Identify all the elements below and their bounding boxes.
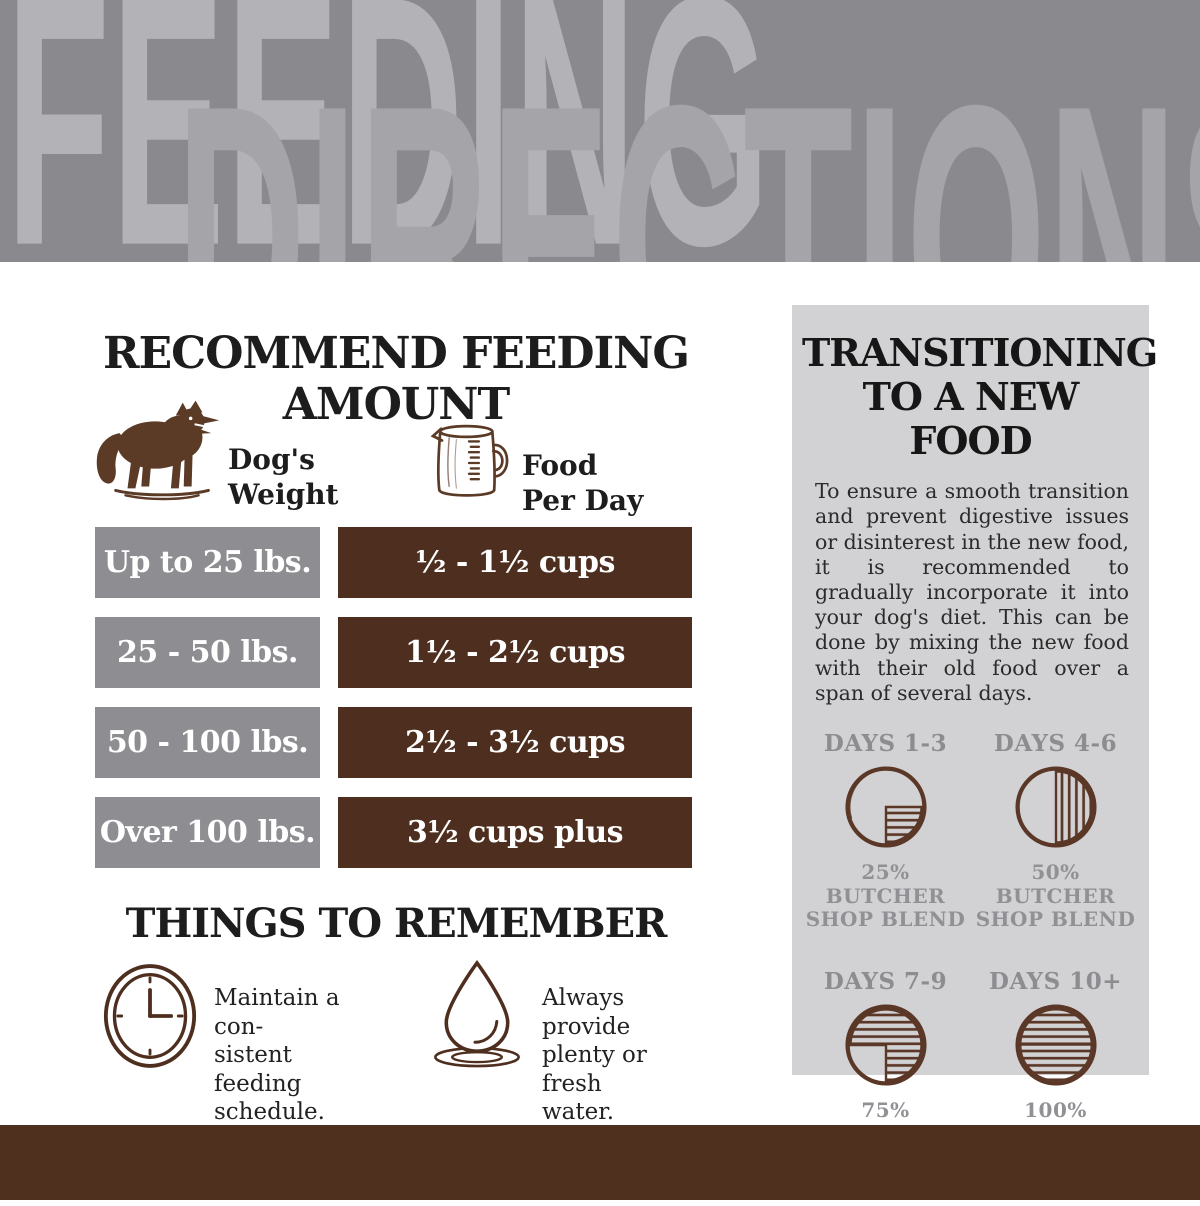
days-label: DAYS 1-3 — [823, 730, 948, 758]
feeding-table: Up to 25 lbs. ½ - 1½ cups 25 - 50 lbs. 1… — [95, 527, 692, 868]
clock-icon — [102, 962, 198, 1074]
food-column-header: Food Per Day — [522, 448, 643, 518]
remember-item-water: Always provide plenty or fresh water. — [542, 984, 692, 1127]
days-label: DAYS 7-9 — [823, 967, 948, 995]
table-cell-weight: Over 100 lbs. — [95, 797, 320, 868]
banner-word-feeding: FEEDING — [6, 0, 772, 262]
days-label: DAYS 4-6 — [993, 730, 1118, 758]
weight-header-line1: Dog's — [228, 443, 315, 476]
transitioning-title: TRANSITIONING TO A NEW FOOD — [802, 330, 1158, 464]
days-label: DAYS 10+ — [989, 967, 1122, 995]
pie-75-icon — [844, 1004, 927, 1086]
weight-header-line2: Weight — [228, 478, 339, 511]
weight-column-header: Dog's Weight — [228, 442, 338, 512]
remember-line: sistent feeding — [214, 1042, 302, 1097]
remember-line: water. — [542, 1099, 615, 1126]
table-cell-weight: 25 - 50 lbs. — [95, 617, 320, 688]
remember-line: plenty or fresh — [542, 1042, 647, 1097]
table-cell-amount: ½ - 1½ cups — [338, 527, 692, 598]
remember-line: Always provide — [542, 985, 631, 1040]
dog-icon — [90, 384, 238, 510]
transitioning-body-text: To ensure a smooth transition and preven… — [815, 479, 1129, 705]
transitioning-title-line2: TO A NEW FOOD — [862, 374, 1080, 464]
transition-step-days-4-6: DAYS 4-6 50% BUTCHER SHOP BLEND — [971, 730, 1141, 932]
transitioning-panel: TRANSITIONING TO A NEW FOOD To ensure a … — [792, 305, 1158, 1169]
table-cell-amount: 2½ - 3½ cups — [338, 707, 692, 778]
blend-label-line1: BUTCHER — [995, 883, 1116, 908]
banner: FEEDING DIRECTIONS — [0, 0, 1200, 262]
percent-label: 25% — [861, 860, 910, 885]
pie-50-icon — [1014, 766, 1097, 848]
remember-line: Maintain a con- — [214, 985, 340, 1040]
remember-item-schedule: Maintain a con- sistent feeding schedule… — [214, 984, 362, 1127]
remember-line: schedule. — [214, 1099, 325, 1126]
percent-label: 100% — [1024, 1097, 1087, 1122]
recommend-feeding-amount-title: RECOMMEND FEEDING AMOUNT — [103, 328, 690, 430]
table-cell-weight: 50 - 100 lbs. — [95, 707, 320, 778]
pie-100-icon — [1014, 1004, 1097, 1086]
blend-label-line1: BUTCHER — [825, 883, 946, 908]
step-caption: 25% BUTCHER SHOP BLEND — [801, 860, 971, 932]
water-drop-icon — [416, 958, 538, 1076]
blend-label-line2: SHOP BLEND — [975, 907, 1136, 932]
transitioning-title-line1: TRANSITIONING — [802, 330, 1158, 375]
percent-label: 50% — [1031, 860, 1080, 885]
percent-label: 75% — [861, 1097, 910, 1122]
food-header-line2: Per Day — [522, 484, 644, 517]
step-caption: 50% BUTCHER SHOP BLEND — [971, 860, 1141, 932]
blend-label-line2: SHOP BLEND — [805, 907, 966, 932]
things-to-remember-title: THINGS TO REMEMBER — [125, 900, 668, 947]
table-cell-amount: 3½ cups plus — [338, 797, 692, 868]
food-header-line1: Food — [522, 449, 598, 482]
banner-word-directions: DIRECTIONS — [176, 27, 1200, 262]
bottom-brown-bar — [0, 1125, 1200, 1200]
transition-steps: DAYS 1-3 25% BUTCHER SHOP BLEND DAYS 4-6 — [792, 730, 1149, 1206]
table-cell-weight: Up to 25 lbs. — [95, 527, 320, 598]
table-cell-amount: 1½ - 2½ cups — [338, 617, 692, 688]
measuring-cup-icon — [424, 416, 514, 514]
pie-25-icon — [844, 766, 927, 848]
transition-step-days-1-3: DAYS 1-3 25% BUTCHER SHOP BLEND — [801, 730, 971, 932]
